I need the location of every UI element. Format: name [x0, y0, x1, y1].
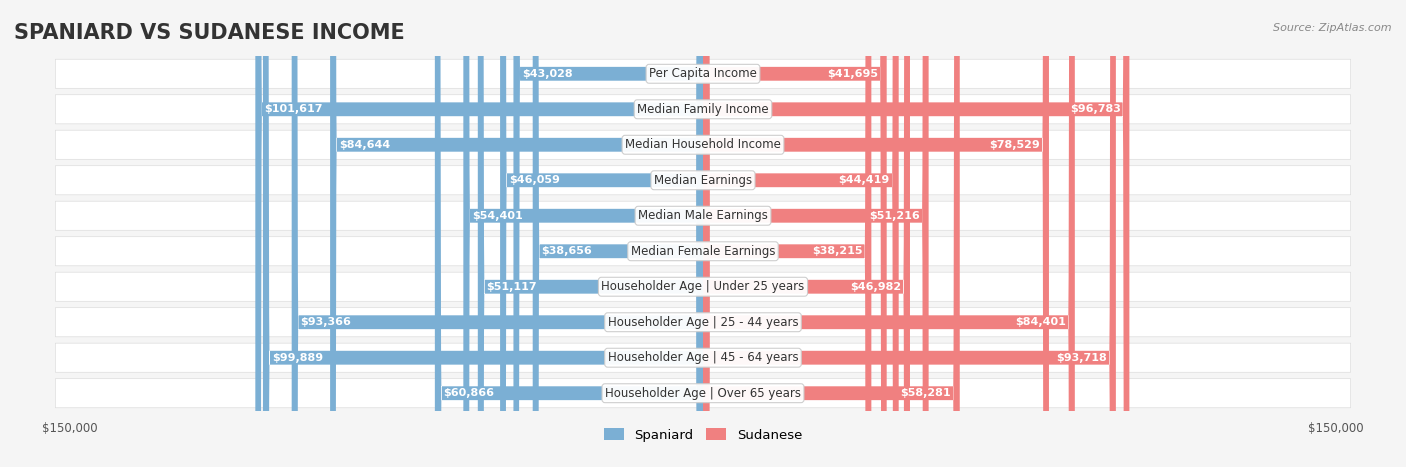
Text: $84,401: $84,401 — [1015, 317, 1066, 327]
Text: SPANIARD VS SUDANESE INCOME: SPANIARD VS SUDANESE INCOME — [14, 23, 405, 43]
FancyBboxPatch shape — [464, 0, 703, 467]
FancyBboxPatch shape — [55, 308, 1351, 337]
FancyBboxPatch shape — [55, 237, 1351, 266]
Text: $51,216: $51,216 — [869, 211, 920, 221]
FancyBboxPatch shape — [55, 95, 1351, 124]
FancyBboxPatch shape — [55, 201, 1351, 230]
Text: $101,617: $101,617 — [264, 104, 322, 114]
Text: $46,059: $46,059 — [509, 175, 560, 185]
Text: $78,529: $78,529 — [990, 140, 1040, 150]
FancyBboxPatch shape — [55, 379, 1351, 408]
FancyBboxPatch shape — [703, 0, 1074, 467]
Text: $99,889: $99,889 — [271, 353, 323, 363]
Text: $46,982: $46,982 — [851, 282, 901, 292]
Text: $96,783: $96,783 — [1070, 104, 1121, 114]
Text: $38,656: $38,656 — [541, 246, 592, 256]
FancyBboxPatch shape — [55, 166, 1351, 195]
FancyBboxPatch shape — [703, 0, 928, 467]
FancyBboxPatch shape — [55, 272, 1351, 301]
Text: $60,866: $60,866 — [444, 388, 495, 398]
FancyBboxPatch shape — [703, 0, 1049, 467]
FancyBboxPatch shape — [55, 343, 1351, 372]
Text: $44,419: $44,419 — [838, 175, 890, 185]
FancyBboxPatch shape — [256, 0, 703, 467]
Text: Median Household Income: Median Household Income — [626, 138, 780, 151]
FancyBboxPatch shape — [478, 0, 703, 467]
Text: $150,000: $150,000 — [1308, 422, 1364, 435]
FancyBboxPatch shape — [291, 0, 703, 467]
FancyBboxPatch shape — [501, 0, 703, 467]
Text: Median Female Earnings: Median Female Earnings — [631, 245, 775, 258]
FancyBboxPatch shape — [703, 0, 872, 467]
Text: Householder Age | Over 65 years: Householder Age | Over 65 years — [605, 387, 801, 400]
Text: $43,028: $43,028 — [522, 69, 572, 79]
Text: Householder Age | Under 25 years: Householder Age | Under 25 years — [602, 280, 804, 293]
Text: Householder Age | 25 - 44 years: Householder Age | 25 - 44 years — [607, 316, 799, 329]
FancyBboxPatch shape — [703, 0, 960, 467]
FancyBboxPatch shape — [703, 0, 1129, 467]
FancyBboxPatch shape — [703, 0, 887, 467]
FancyBboxPatch shape — [703, 0, 898, 467]
Text: $150,000: $150,000 — [42, 422, 98, 435]
Text: Householder Age | 45 - 64 years: Householder Age | 45 - 64 years — [607, 351, 799, 364]
Text: Per Capita Income: Per Capita Income — [650, 67, 756, 80]
Text: $93,366: $93,366 — [301, 317, 352, 327]
FancyBboxPatch shape — [55, 130, 1351, 159]
Text: Median Earnings: Median Earnings — [654, 174, 752, 187]
Text: $54,401: $54,401 — [472, 211, 523, 221]
FancyBboxPatch shape — [703, 0, 1116, 467]
Text: $41,695: $41,695 — [827, 69, 877, 79]
FancyBboxPatch shape — [55, 59, 1351, 88]
FancyBboxPatch shape — [533, 0, 703, 467]
FancyBboxPatch shape — [263, 0, 703, 467]
Text: Median Family Income: Median Family Income — [637, 103, 769, 116]
Text: $51,117: $51,117 — [486, 282, 537, 292]
Text: $58,281: $58,281 — [900, 388, 950, 398]
FancyBboxPatch shape — [513, 0, 703, 467]
Text: Source: ZipAtlas.com: Source: ZipAtlas.com — [1274, 23, 1392, 33]
Text: $84,644: $84,644 — [339, 140, 389, 150]
Text: $38,215: $38,215 — [813, 246, 862, 256]
FancyBboxPatch shape — [703, 0, 910, 467]
Legend: Spaniard, Sudanese: Spaniard, Sudanese — [599, 423, 807, 447]
FancyBboxPatch shape — [330, 0, 703, 467]
Text: $93,718: $93,718 — [1056, 353, 1107, 363]
Text: Median Male Earnings: Median Male Earnings — [638, 209, 768, 222]
FancyBboxPatch shape — [434, 0, 703, 467]
